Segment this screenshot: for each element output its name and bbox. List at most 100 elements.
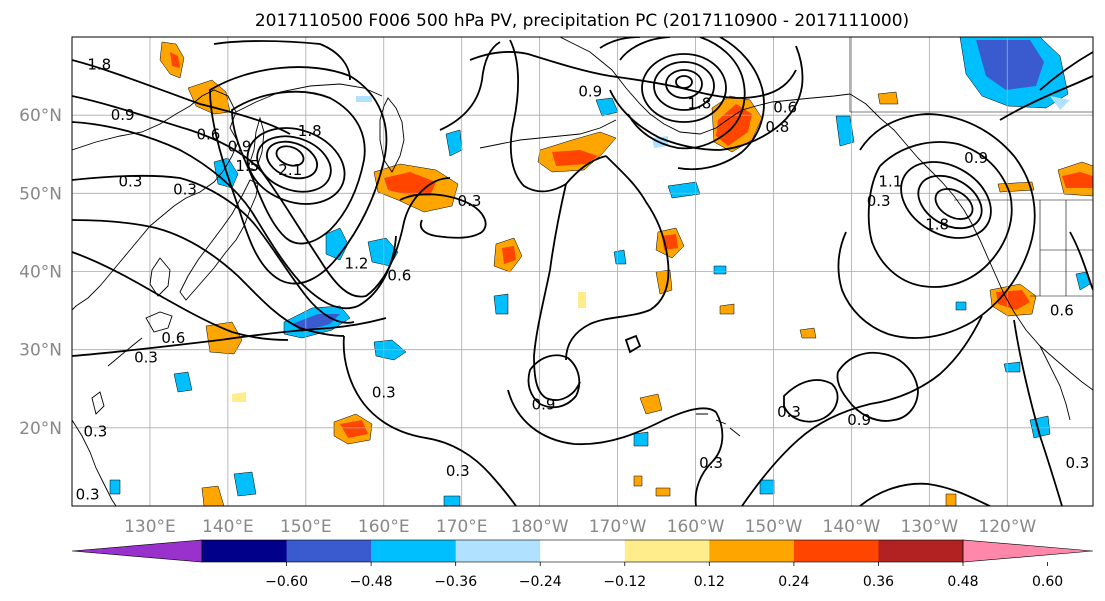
precip-patch-positive	[719, 303, 735, 315]
pv-contour	[859, 482, 991, 506]
precip-patch-positive	[232, 392, 246, 402]
precip-patch-negative	[633, 431, 649, 447]
border-states	[1039, 200, 1093, 296]
precip-patch-negative	[1003, 361, 1021, 373]
contour-label: 0.8	[765, 118, 789, 136]
colorbar-tick-label: −0.48	[350, 574, 393, 590]
colorbar-segment	[709, 540, 795, 562]
longitude-tick-label: 180°W	[511, 517, 569, 537]
pv-contour	[675, 75, 693, 89]
pv-contour	[624, 334, 642, 354]
contour-label: 0.9	[578, 83, 602, 101]
map-area: 1.80.90.3 0.30.60.91.5 2.11.21.80.60.30.60…	[71, 36, 1094, 507]
longitude-tick-label: 160°E	[358, 517, 410, 537]
contour-label: 0.3	[1065, 454, 1089, 472]
pv-contour	[917, 174, 983, 230]
contour-label: 1.8	[87, 55, 111, 73]
contour-label: 1.8	[298, 122, 322, 140]
coastline-asia	[72, 89, 239, 311]
contour-label: 0.9	[847, 411, 871, 429]
contour-label: 0.3	[777, 403, 801, 421]
pv-contour	[439, 41, 501, 131]
contour-label: 0.3	[134, 348, 158, 366]
colorbar-segment	[286, 540, 372, 562]
precip-patch-negative	[595, 97, 619, 117]
contour-label: 0.6	[196, 126, 220, 144]
precip-patch-negative	[1029, 415, 1051, 439]
colorbar	[71, 539, 1094, 563]
precip-patch-positive	[655, 487, 671, 497]
colorbar-tick-label: 0.24	[778, 574, 809, 590]
pv-contour	[527, 354, 581, 409]
contour-label: 0.6	[387, 266, 411, 284]
contour-label: 1.5	[235, 157, 259, 175]
contour-label: 0.3	[458, 192, 482, 210]
pv-contour	[209, 66, 388, 285]
latitude-tick-labels: 60°N 50°N 40°N 30°N 20°N	[19, 106, 62, 439]
pv-contour	[275, 145, 305, 167]
contour-label: 1.8	[687, 94, 711, 112]
colorbar-tick-labels: −0.60 −0.48 −0.36 −0.24 −0.12 0.12 0.24 0.36 0.4…	[265, 562, 1063, 590]
precip-patch-positive	[877, 91, 899, 105]
pv-contour	[72, 219, 345, 337]
pv-contour	[1069, 231, 1093, 291]
colorbar-tick-label: −0.36	[434, 574, 477, 590]
precip-patch-negative	[835, 115, 855, 147]
contour-label: 0.3	[446, 462, 470, 480]
precipitation-shading	[109, 37, 1093, 506]
contour-label: 1.8	[925, 216, 949, 234]
pv-contour	[641, 53, 727, 123]
pv-contour	[72, 174, 355, 324]
precip-patch-negative	[955, 301, 967, 311]
precip-patch-negative	[713, 265, 727, 275]
precip-patch-positive	[578, 292, 586, 308]
pv-contour	[469, 51, 797, 99]
pv-contour	[859, 113, 1036, 339]
latitude-tick-label: 40°N	[19, 263, 62, 283]
precip-patch-negative	[356, 96, 372, 102]
colorbar-tick-label: −0.24	[519, 574, 562, 590]
longitude-tick-label: 160°W	[667, 517, 725, 537]
contour-label: 2.1	[278, 161, 302, 179]
latitude-tick-label: 20°N	[19, 419, 62, 439]
latitude-tick-label: 30°N	[19, 341, 62, 361]
pv-contour	[72, 95, 451, 298]
colorbar-extend-high	[962, 539, 1094, 563]
contour-label: 0.9	[228, 137, 252, 155]
coastline-korea	[149, 257, 171, 297]
precip-patch-negative	[976, 40, 1044, 90]
coastline-alaska	[559, 37, 851, 135]
coastline-aleutians	[479, 119, 617, 149]
colorbar-segment	[878, 540, 964, 562]
longitude-tick-label: 130°E	[124, 517, 176, 537]
precip-patch-negative	[613, 249, 627, 265]
map-frame	[71, 36, 1094, 507]
contour-label: 1.2	[345, 255, 369, 273]
contour-label: 0.9	[111, 106, 135, 124]
precip-patch-positive	[799, 327, 817, 339]
pv-contour	[609, 45, 804, 151]
pv-contour	[837, 231, 889, 335]
pv-contour	[399, 193, 487, 239]
precip-patch-positive	[639, 393, 663, 415]
pv-contour	[342, 335, 517, 506]
colorbar-segment	[793, 540, 879, 562]
pv-contour	[213, 40, 351, 81]
pv-contour	[72, 251, 289, 341]
latitude-tick-label: 60°N	[19, 106, 62, 126]
colorbar-tick-label: 0.36	[863, 574, 894, 590]
borders	[849, 37, 1093, 297]
longitude-tick-label: 170°E	[436, 517, 488, 537]
precip-patch-negative	[233, 471, 257, 497]
precip-patch-positive	[340, 420, 368, 438]
longitude-tick-label: 140°W	[823, 517, 881, 537]
pv-contour	[1013, 319, 1063, 506]
pv-contour	[999, 75, 1093, 121]
colorbar-segment	[455, 540, 541, 562]
pv-contour	[72, 59, 291, 135]
contour-label: 0.3	[173, 180, 197, 198]
colorbar-frame	[201, 539, 964, 563]
contour-label: 0.3	[83, 423, 107, 441]
coastline-okhotsk	[235, 83, 383, 113]
